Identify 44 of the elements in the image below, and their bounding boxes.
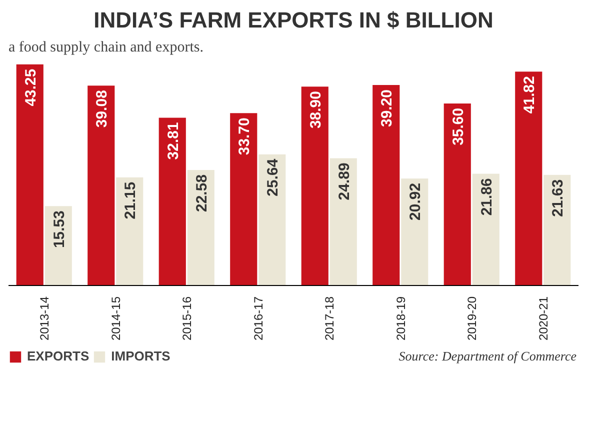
bar xyxy=(158,118,186,286)
bar xyxy=(444,103,471,286)
data-label: 20.92 xyxy=(407,182,424,220)
x-tick-label: 2019-20 xyxy=(465,296,480,341)
data-label: 33.70 xyxy=(236,118,254,156)
data-label: 15.53 xyxy=(50,210,68,248)
data-label: 21.63 xyxy=(550,179,567,217)
bar xyxy=(515,72,542,286)
bar xyxy=(187,170,214,286)
data-label: 25.64 xyxy=(264,158,282,196)
x-tick-label: 2014-15 xyxy=(108,296,123,341)
legend-label: EXPORTS xyxy=(27,348,90,364)
x-tick-label: 2018-19 xyxy=(394,296,408,341)
data-label: 32.81 xyxy=(164,122,182,160)
legend-label: IMPORTS xyxy=(111,348,170,364)
data-label: 38.90 xyxy=(307,91,324,129)
bar xyxy=(230,113,258,286)
data-label: 39.20 xyxy=(378,89,396,128)
x-tick-label: 2017-18 xyxy=(322,296,337,341)
bar xyxy=(472,174,500,286)
chart-title: INDIA’S FARM EXPORTS IN $ BILLION xyxy=(94,8,494,32)
x-tick-label: 2020-21 xyxy=(536,296,550,341)
data-label: 43.25 xyxy=(22,68,40,106)
bar xyxy=(401,178,428,286)
data-label: 21.15 xyxy=(122,182,140,220)
bar xyxy=(372,85,400,286)
bar xyxy=(16,64,44,286)
bar xyxy=(116,177,144,286)
bar xyxy=(88,86,115,286)
text: a food supply chain and exports. xyxy=(8,40,204,56)
bar xyxy=(330,158,357,286)
bar xyxy=(258,154,286,286)
x-tick-label: 2016-17 xyxy=(251,296,266,341)
bar xyxy=(301,86,328,286)
bar xyxy=(544,174,571,286)
data-label: 39.08 xyxy=(94,90,111,128)
x-tick-label: 2013-14 xyxy=(38,296,52,341)
data-label: 21.86 xyxy=(478,178,496,216)
data-label: 22.58 xyxy=(193,174,210,212)
source-note: Source: Department of Commerce xyxy=(398,348,577,364)
data-label: 35.60 xyxy=(450,108,467,146)
x-tick-label: 2015-16 xyxy=(180,296,194,341)
data-label: 24.89 xyxy=(336,162,353,200)
data-label: 41.82 xyxy=(521,76,538,114)
